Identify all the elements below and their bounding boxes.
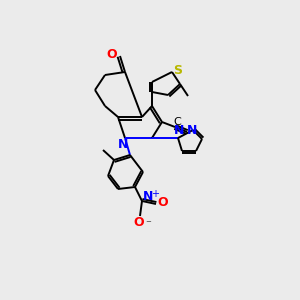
Text: N: N [143, 190, 153, 203]
Text: O: O [107, 49, 117, 62]
Text: N: N [118, 139, 128, 152]
Text: O: O [134, 215, 144, 229]
Text: S: S [173, 64, 182, 77]
Text: C: C [173, 117, 181, 127]
Text: O: O [158, 196, 168, 208]
Text: ⁻: ⁻ [145, 219, 151, 229]
Text: N: N [187, 124, 197, 137]
Text: +: + [151, 189, 159, 199]
Text: N: N [174, 124, 184, 137]
